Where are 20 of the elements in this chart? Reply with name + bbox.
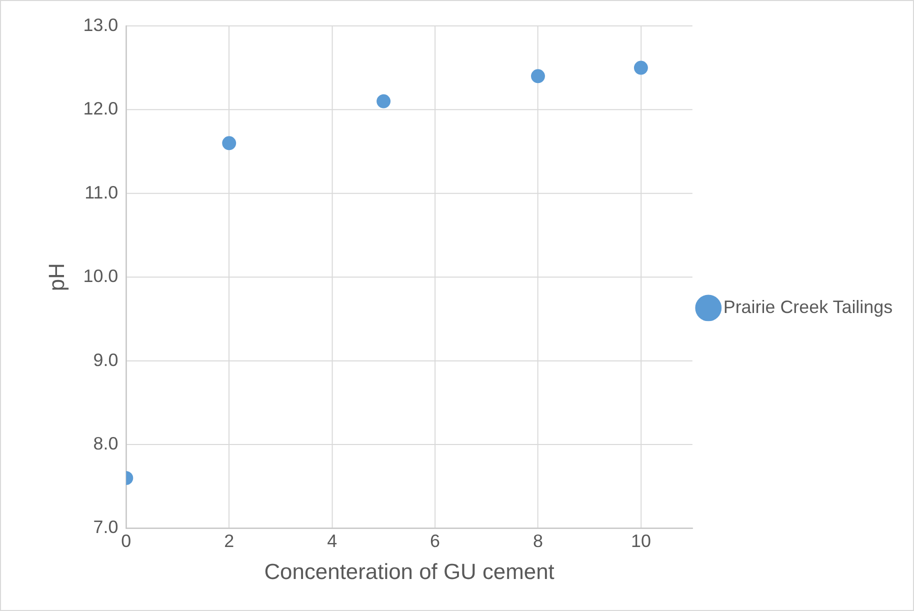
y-tick-label: 7.0	[93, 517, 118, 538]
x-tick-label: 6	[430, 530, 440, 551]
x-tick-label: 2	[224, 530, 234, 551]
y-tick-label: 9.0	[93, 350, 118, 370]
x-tick-label: 8	[532, 530, 543, 551]
y-tick-label: 10.0	[83, 266, 118, 286]
point	[634, 60, 648, 75]
x-tick-label: 10	[630, 530, 651, 551]
x-axis-title: Concenteration of GU cement	[264, 558, 554, 584]
point	[531, 69, 545, 84]
x-tick-label: 0	[121, 530, 132, 551]
point	[376, 94, 391, 108]
y-tick-label: 13.0	[83, 14, 118, 35]
point	[222, 136, 236, 150]
x-tick-label: 4	[327, 530, 338, 551]
y-tick-label: 8.0	[93, 434, 118, 454]
y-tick-label: 11.0	[84, 182, 118, 202]
y-axis-title: pH	[44, 263, 70, 292]
legend-label: Prairie Creek Tailings	[723, 296, 893, 317]
y-tick-label: 12.0	[83, 98, 118, 119]
